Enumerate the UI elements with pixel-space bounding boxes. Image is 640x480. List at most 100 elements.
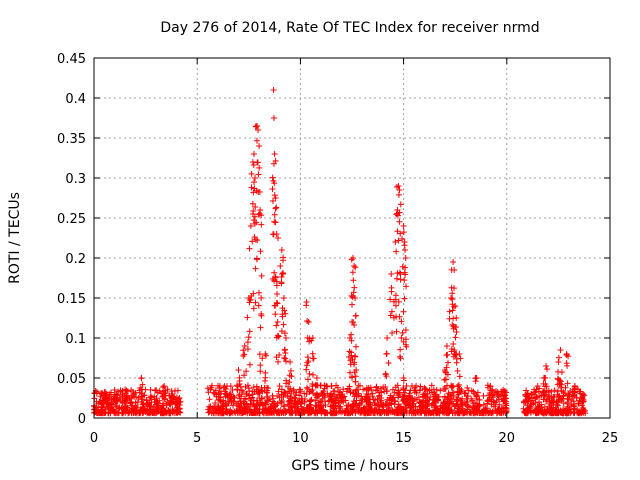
data-point [296, 392, 303, 399]
data-point [256, 164, 263, 171]
data-point [260, 402, 267, 409]
data-point [476, 396, 483, 403]
data-point [274, 300, 281, 307]
data-point [466, 409, 473, 416]
data-point [454, 383, 461, 390]
data-point [524, 409, 531, 416]
data-point [473, 395, 480, 402]
data-point [176, 399, 183, 406]
plot-frame [93, 57, 611, 419]
data-point [121, 398, 128, 405]
data-point [392, 239, 399, 245]
data-point [217, 410, 224, 417]
data-point [275, 388, 282, 395]
data-point [576, 408, 583, 415]
data-point [167, 401, 174, 408]
data-point [273, 204, 280, 211]
data-point [320, 402, 327, 409]
data-point [206, 396, 213, 403]
data-point [383, 350, 390, 357]
data-point [388, 288, 395, 295]
data-point [281, 355, 288, 362]
data-point [395, 183, 402, 189]
data-point [502, 410, 509, 417]
data-point [140, 400, 147, 407]
data-point [130, 391, 137, 398]
data-point [465, 387, 472, 394]
data-point [332, 403, 339, 410]
data-point [443, 364, 450, 371]
data-point [436, 410, 443, 417]
data-point [352, 312, 359, 319]
data-point [449, 307, 456, 314]
data-point [447, 400, 454, 407]
data-point [304, 386, 311, 393]
data-point [164, 386, 171, 393]
data-point [452, 303, 459, 309]
data-point [349, 374, 356, 381]
data-point [453, 315, 460, 321]
data-point [382, 371, 389, 378]
data-point [462, 390, 469, 397]
data-point [387, 312, 394, 319]
data-point [139, 396, 146, 403]
data-point [385, 359, 392, 366]
data-point [241, 372, 248, 379]
data-point [558, 381, 565, 388]
data-point [243, 368, 250, 375]
data-point [568, 397, 575, 404]
data-point [472, 378, 479, 385]
data-point [292, 400, 299, 407]
data-point [474, 389, 481, 396]
data-point [495, 407, 502, 414]
data-point [394, 212, 401, 219]
data-point [392, 302, 399, 309]
data-point [154, 399, 161, 405]
data-point [445, 394, 452, 401]
data-point [420, 397, 427, 404]
data-point [395, 237, 402, 244]
data-point [428, 402, 435, 409]
data-point [406, 407, 413, 414]
data-point [240, 352, 247, 359]
data-point [395, 391, 402, 398]
data-point [384, 335, 391, 341]
data-point [401, 277, 408, 284]
data-point [235, 367, 242, 373]
data-point [580, 406, 587, 413]
data-point [346, 386, 353, 393]
data-point [459, 410, 466, 417]
data-point [269, 197, 276, 204]
data-point [448, 406, 455, 413]
data-point [258, 312, 265, 319]
data-point [290, 386, 297, 393]
data-point [533, 393, 540, 400]
data-point [257, 207, 264, 213]
data-point [544, 406, 551, 413]
data-point [458, 401, 465, 408]
data-point [345, 353, 352, 360]
data-point [236, 392, 243, 399]
data-point [249, 200, 256, 207]
data-point [442, 406, 449, 413]
data-point [278, 247, 285, 253]
x-tick-label: 20 [499, 431, 516, 446]
data-point [402, 255, 409, 261]
data-point [280, 393, 287, 400]
data-point [555, 359, 562, 365]
y-tick-label: 0 [78, 412, 86, 427]
data-point [319, 390, 326, 397]
data-point [111, 387, 118, 393]
data-point [296, 386, 303, 393]
data-point [282, 355, 289, 362]
data-point [257, 324, 264, 331]
data-point [313, 382, 320, 389]
data-point [453, 324, 460, 331]
data-point [526, 404, 533, 411]
data-point [567, 388, 574, 395]
data-point [258, 221, 265, 228]
data-point [555, 354, 562, 361]
data-point [571, 406, 578, 413]
data-point [251, 407, 258, 414]
data-point [348, 301, 355, 308]
